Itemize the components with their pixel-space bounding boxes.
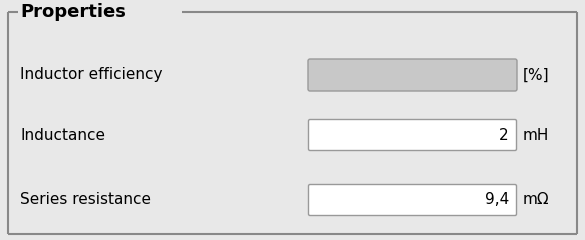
Text: Inductance: Inductance: [20, 127, 105, 143]
Text: 9,4: 9,4: [485, 192, 509, 208]
Text: mH: mH: [523, 127, 549, 143]
Text: mΩ: mΩ: [523, 192, 550, 208]
Text: Properties: Properties: [20, 3, 126, 21]
Text: 2: 2: [500, 127, 509, 143]
Text: [%]: [%]: [523, 67, 550, 83]
Text: Series resistance: Series resistance: [20, 192, 151, 208]
FancyBboxPatch shape: [308, 185, 517, 216]
Text: Inductor efficiency: Inductor efficiency: [20, 67, 163, 83]
FancyBboxPatch shape: [308, 59, 517, 91]
FancyBboxPatch shape: [308, 120, 517, 150]
